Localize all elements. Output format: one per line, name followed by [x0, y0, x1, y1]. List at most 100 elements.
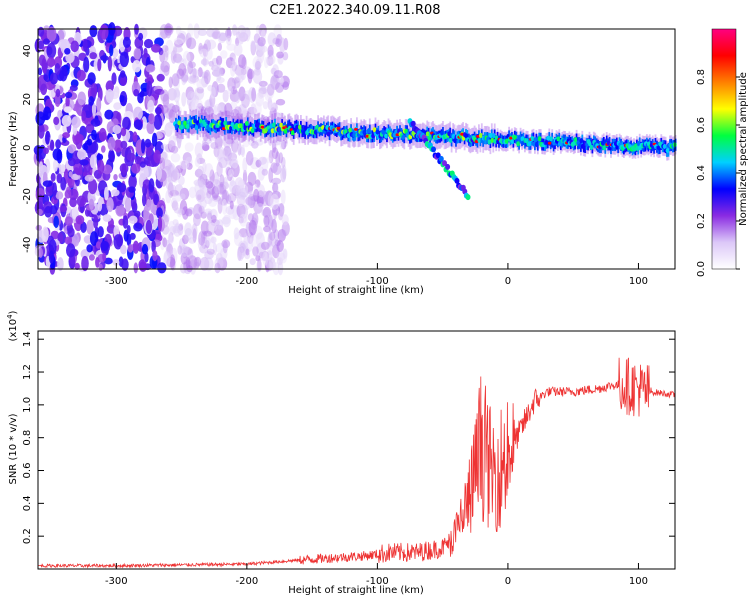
spectrogram-frame	[37, 28, 676, 270]
spectrogram-cell	[222, 146, 232, 162]
spectrogram-cell	[579, 138, 584, 144]
spectrogram-cell	[113, 174, 118, 181]
spectrogram-cell	[77, 91, 86, 106]
spectrogram-cell	[157, 262, 167, 274]
spectrogram-cell	[62, 132, 70, 139]
spectrogram-cell	[151, 132, 158, 147]
spectrogram-cell	[153, 149, 161, 164]
spectrogram-cell	[55, 191, 64, 200]
spectrogram-cell	[46, 26, 57, 42]
spectrogram-cell	[229, 200, 234, 210]
spectrogram-cell	[366, 128, 371, 134]
spectrogram-cell	[245, 196, 256, 206]
spectrogram-cell	[77, 149, 87, 160]
spectrogram-cell	[232, 142, 239, 154]
spectrogram-cell	[267, 250, 273, 262]
spectrogram-cell	[238, 247, 244, 261]
colorbar-tick-label: 0.2	[696, 213, 707, 229]
spectrogram-cell	[445, 163, 451, 170]
spectrogram-cell	[80, 221, 87, 233]
spectrogram-cell	[153, 114, 163, 130]
spectrogram-cell	[268, 214, 274, 231]
spectrogram-cell	[231, 157, 239, 169]
spectrogram-cell	[88, 96, 95, 106]
spectrogram-cell	[41, 226, 49, 243]
spectrogram-x-tick-label: 100	[629, 276, 648, 287]
spectrogram-cell	[171, 184, 177, 194]
spectrogram-cell	[37, 40, 45, 50]
spectrogram-cell	[237, 141, 242, 156]
spectrogram-cell	[186, 123, 190, 129]
spectrogram-cell	[162, 51, 169, 62]
spectrogram-cell	[69, 197, 77, 208]
spectrogram-cell	[216, 161, 223, 177]
spectrogram-cell	[124, 196, 132, 212]
spectrogram-cell	[95, 257, 100, 268]
snr-y-tick-label: 1.0	[22, 397, 33, 413]
spectrogram-cell	[187, 248, 194, 259]
spectrogram-cell	[97, 200, 103, 212]
figure-title: C2E1.2022.340.09.11.R08	[269, 3, 440, 18]
spectrogram-cell	[67, 144, 77, 154]
colorbar: 0.0 0.2 0.4 0.6 0.8 Normalized spectral ampl…	[696, 28, 749, 277]
spectrogram-cell	[107, 136, 116, 151]
spectrogram-cell	[242, 157, 248, 173]
spectrogram-cell	[179, 159, 190, 170]
spectrogram-cell	[221, 239, 231, 249]
spectrogram-cell	[171, 104, 180, 113]
spectrogram-cell	[132, 240, 139, 254]
spectrogram-cell	[133, 106, 143, 121]
spectrogram-cell	[194, 86, 205, 101]
spectrogram-cell	[251, 87, 256, 102]
spectrogram-cell	[131, 163, 141, 174]
spectrogram-cell	[194, 125, 199, 131]
spectrogram-x-tick-label: -200	[236, 276, 259, 287]
colorbar-frame	[711, 28, 737, 270]
spectrogram-cell	[216, 55, 223, 66]
spectrogram-cell	[147, 99, 155, 113]
spectrogram-cell	[133, 222, 143, 232]
snr-x-tick-label: 0	[505, 576, 511, 587]
spectrogram-cell	[146, 146, 152, 157]
spectrogram-cell	[119, 95, 125, 103]
spectrogram-cell	[204, 99, 210, 109]
spectrogram-cell	[156, 73, 165, 82]
spectrogram-cell	[165, 239, 171, 254]
spectrogram-cell	[132, 131, 138, 143]
spectrogram-cell	[154, 106, 162, 115]
spectrogram-cell	[83, 56, 90, 73]
spectrogram-cell	[488, 133, 493, 138]
spectrogram-cell	[64, 236, 73, 245]
spectrogram-cell	[216, 219, 224, 230]
spectrogram-cell	[162, 45, 169, 52]
spectrogram-cell	[126, 152, 136, 162]
spectrogram-cell	[256, 203, 264, 210]
spectrogram-cell	[156, 207, 163, 219]
spectrogram-cell	[54, 63, 61, 76]
spectrogram-cell	[43, 147, 49, 155]
spectrogram-cell	[138, 32, 144, 41]
spectrogram-cell	[253, 102, 262, 117]
spectrogram-cell	[143, 165, 153, 178]
spectrogram-cell	[89, 25, 98, 38]
spectrogram-cell	[275, 98, 286, 106]
spectrogram-cell	[202, 139, 207, 147]
spectrogram-cell	[274, 181, 279, 198]
spectrogram-cell	[45, 131, 50, 145]
spectrogram-cell	[260, 125, 265, 129]
spectrogram-cell	[64, 189, 72, 199]
snr-x-tick-label: -200	[236, 576, 259, 587]
spectrogram-cell	[97, 159, 105, 175]
snr-y-scale-exp: 4	[6, 314, 14, 319]
snr-y-tick-label: 0.4	[22, 495, 33, 511]
spectrogram-cell	[438, 155, 444, 162]
spectrogram-cell	[167, 231, 173, 244]
spectrogram-cell	[279, 37, 286, 53]
spectrogram-cell	[465, 194, 471, 201]
spectrogram-cell	[303, 125, 308, 131]
snr-x-label: Height of straight line (km)	[288, 585, 424, 596]
spectrogram-cell	[111, 72, 117, 85]
spectrogram-cell	[222, 89, 229, 103]
spectrogram-y-tick-label: -20	[22, 188, 33, 204]
spectrogram-cell	[86, 219, 94, 235]
